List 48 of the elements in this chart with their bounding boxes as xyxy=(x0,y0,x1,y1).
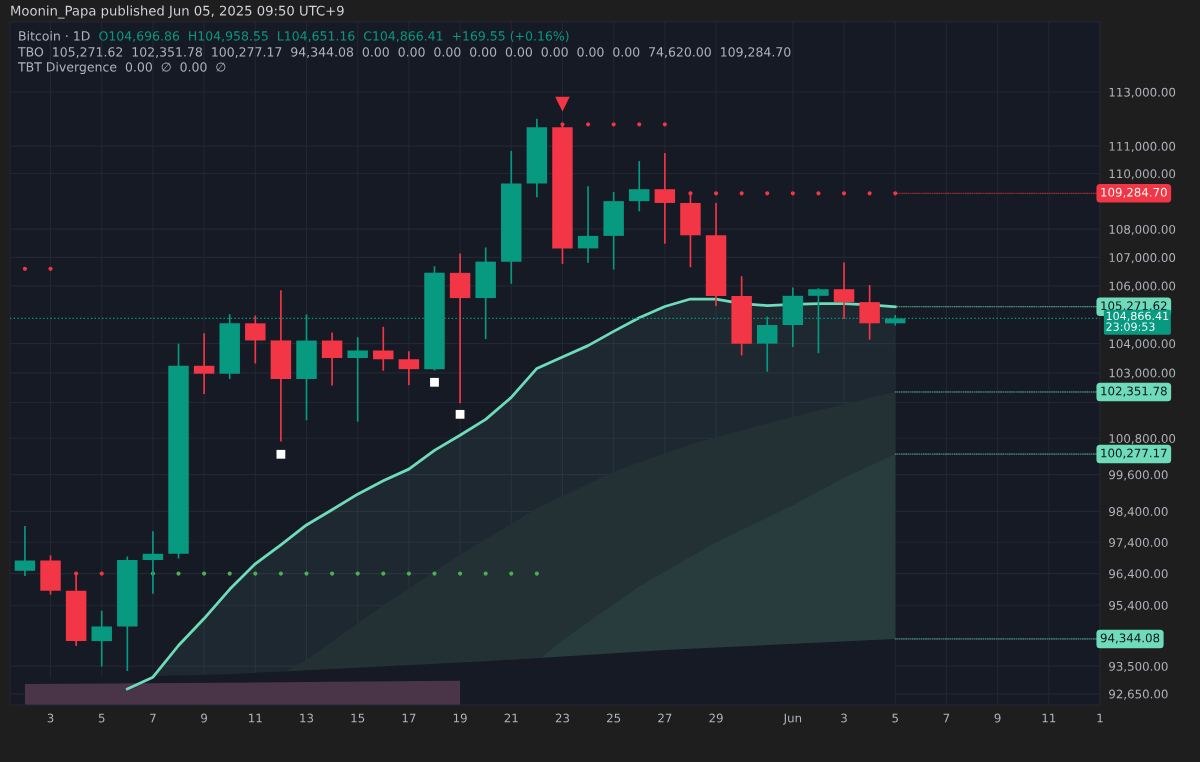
x-tick-label: 13 xyxy=(300,713,314,723)
y-tick-label: 95,400.00 xyxy=(1109,600,1168,612)
x-tick-label: 29 xyxy=(709,713,723,723)
text: Bitcoin · 1D xyxy=(19,30,90,41)
ref-line-label: 104,866.41 23:09:53 xyxy=(1106,311,1169,331)
y-tick-label: 111,000.00 xyxy=(1109,141,1176,152)
x-tick-label: 9 xyxy=(201,713,208,723)
x-tick-label: 9 xyxy=(994,713,1001,723)
y-tick-label: 107,000.00 xyxy=(1109,253,1176,264)
annotation: TBT Divergence 0.00 ∅ 0.00 ∅ xyxy=(17,61,226,75)
x-tick-label: 21 xyxy=(504,713,518,723)
x-tick-label: 17 xyxy=(402,713,416,723)
y-tick-label: 108,000.00 xyxy=(1109,224,1176,236)
y-tick-label: 98,400.00 xyxy=(1109,507,1168,518)
annotation: TBO 105,271.62 102,351.78 100,277.17 94,344.08 0.00 0.00 0.00 0.00 0.00 0.00 0.00 0.00 74,620.00 109,284.70 xyxy=(17,47,791,58)
data-label: 109,284.70 xyxy=(1101,187,1167,198)
x-tick-label: 19 xyxy=(453,713,467,723)
y-tick-label: 113,000.00 xyxy=(1109,87,1176,98)
x-tick-label: 3 xyxy=(841,713,847,723)
x-tick-label: 7 xyxy=(943,713,950,723)
data-label: 105,271.62 xyxy=(1101,301,1167,312)
x-tick-label: 27 xyxy=(658,713,672,723)
x-tick-label: 3 xyxy=(47,713,54,723)
y-tick-label: 100,800.00 xyxy=(1109,434,1176,445)
x-tick-label: 15 xyxy=(351,713,365,723)
y-tick-label: 93,500.00 xyxy=(1109,661,1168,673)
y-tick-label: 110,000.00 xyxy=(1109,169,1176,180)
annotation: O104,696.86 H104,958.55 L104,651.16 C104,866.41 +169.55 (+0.16%) xyxy=(99,30,569,43)
x-tick-label: 23 xyxy=(555,713,570,723)
data-label: 94,344.08 xyxy=(1100,633,1160,644)
x-tick-label: Jun xyxy=(783,713,802,725)
y-tick-label: 92,650.00 xyxy=(1109,689,1168,700)
x-tick-label: 5 xyxy=(892,713,898,723)
x-tick-label: 25 xyxy=(607,713,621,723)
x-tick-label: 11 xyxy=(1042,713,1056,723)
x-tick-label: 1 xyxy=(1097,713,1103,723)
y-tick-label: 97,400.00 xyxy=(1109,538,1168,549)
data-label: 102,351.78 xyxy=(1101,386,1167,397)
y-tick-label: 103,000.00 xyxy=(1109,368,1176,379)
x-tick-label: 11 xyxy=(249,713,262,723)
data-label: 100,277.17 xyxy=(1101,448,1167,459)
x-tick-label: 7 xyxy=(150,713,156,723)
y-tick-label: 104,000.00 xyxy=(1109,339,1176,350)
x-tick-label: 5 xyxy=(98,713,105,723)
y-tick-label: 99,600.00 xyxy=(1109,470,1168,481)
y-tick-label: 106,000.00 xyxy=(1109,281,1176,292)
chart-subtitle: Moonin_Papa published Jun 05, 2025 09:50 UTC+9 xyxy=(11,5,344,19)
y-tick-label: 96,400.00 xyxy=(1109,569,1168,580)
